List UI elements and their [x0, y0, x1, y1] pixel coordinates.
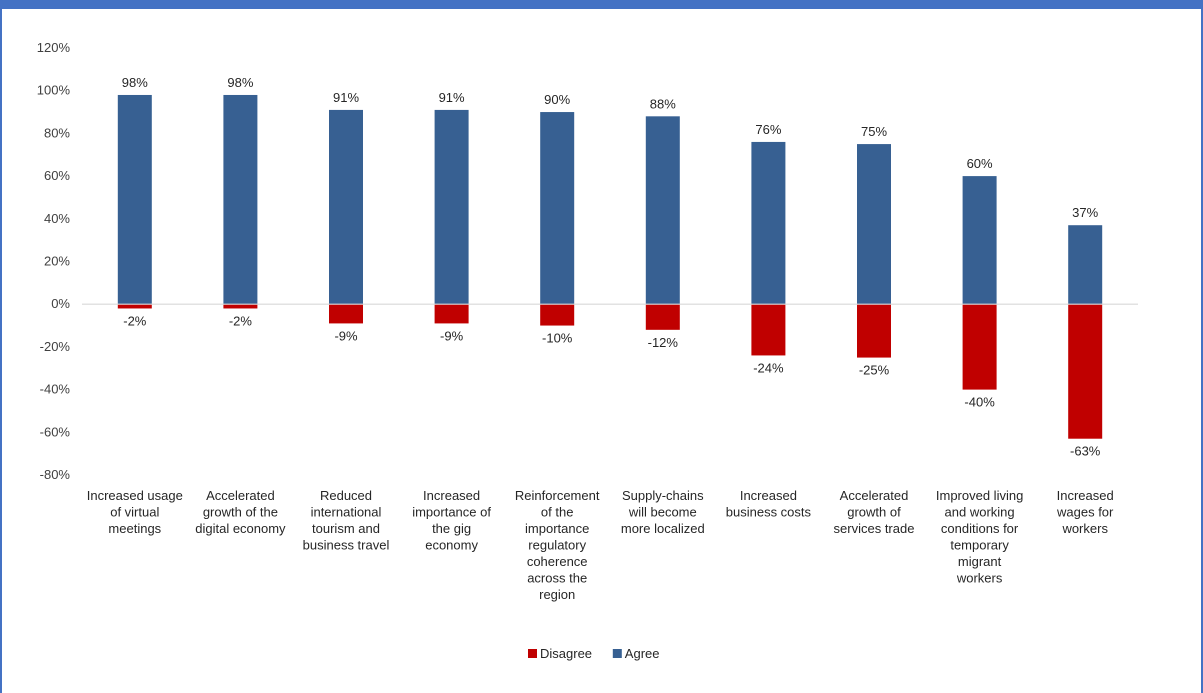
bar-disagree	[223, 304, 258, 309]
y-tick-label: 40%	[44, 211, 70, 226]
y-tick-label: 0%	[51, 296, 70, 311]
y-tick-label: -20%	[40, 339, 71, 354]
data-label-agree: 37%	[1072, 205, 1098, 220]
bar-agree	[751, 141, 786, 305]
category-label: services trade	[834, 521, 915, 536]
data-label-disagree: -25%	[859, 363, 890, 378]
category-label: workers	[1061, 521, 1108, 536]
category-label: business travel	[303, 538, 390, 553]
category-label: business costs	[726, 505, 812, 520]
category-label: Reinforcement	[515, 488, 600, 503]
bar-disagree	[857, 304, 891, 358]
data-label-disagree: -40%	[964, 395, 995, 410]
data-label-disagree: -63%	[1070, 444, 1101, 459]
bar-disagree	[645, 304, 680, 330]
y-tick-label: -60%	[40, 424, 71, 439]
bar-agree	[117, 94, 152, 305]
bar-agree	[540, 112, 575, 305]
bar-disagree	[540, 304, 575, 326]
category-label: the gig	[432, 521, 471, 536]
category-label: international	[311, 505, 382, 520]
data-label-agree: 90%	[544, 92, 570, 107]
data-label-agree: 91%	[333, 90, 359, 105]
category-label: growth of the	[203, 505, 278, 520]
legend-swatch-agree	[612, 649, 622, 658]
y-tick-label: -80%	[40, 467, 71, 482]
category-label: economy	[425, 538, 478, 553]
legend-label-disagree: Disagree	[540, 646, 592, 661]
legend-swatch-disagree	[528, 649, 537, 658]
category-label: more localized	[621, 521, 705, 536]
category-label: and working	[945, 505, 1015, 520]
category-label: Supply-chains	[622, 488, 704, 503]
category-label: Improved living	[936, 488, 1023, 503]
category-label: Increased usage	[87, 488, 183, 503]
category-label: Increased	[740, 488, 797, 503]
data-label-disagree: -9%	[440, 328, 464, 343]
category-label: Accelerated	[840, 488, 909, 503]
category-label: regulatory	[528, 538, 586, 553]
category-label: digital economy	[195, 521, 286, 536]
category-label: Accelerated	[206, 488, 275, 503]
y-tick-label: 60%	[44, 168, 70, 183]
data-label-disagree: -12%	[648, 335, 679, 350]
bar-agree	[962, 176, 997, 305]
bar-disagree	[329, 304, 363, 324]
category-label: importance of	[412, 505, 491, 520]
category-label: migrant	[958, 554, 1002, 569]
category-label: temporary	[950, 538, 1009, 553]
data-label-agree: 88%	[650, 96, 676, 111]
bar-disagree	[117, 304, 152, 309]
category-label: conditions for	[941, 521, 1019, 536]
data-label-disagree: -24%	[753, 360, 784, 375]
category-label: tourism and	[312, 521, 380, 536]
category-label: of virtual	[110, 505, 159, 520]
bar-agree	[329, 109, 363, 305]
bar-agree	[645, 116, 680, 305]
bar-agree	[223, 94, 258, 305]
data-label-agree: 98%	[227, 75, 253, 90]
chart-header-bar	[0, 0, 1203, 9]
category-label: Increased	[423, 488, 480, 503]
y-tick-label: 20%	[44, 254, 70, 269]
category-label: of the	[541, 505, 574, 520]
bar-agree	[857, 144, 891, 305]
category-label: workers	[956, 571, 1003, 586]
y-tick-label: 80%	[44, 125, 70, 140]
y-tick-label: -40%	[40, 382, 71, 397]
bar-disagree	[751, 304, 786, 356]
category-label: across the	[527, 571, 587, 586]
bar-agree	[1068, 225, 1103, 305]
bar-disagree	[434, 304, 469, 324]
category-label: meetings	[108, 521, 161, 536]
data-label-agree: 75%	[861, 124, 887, 139]
data-label-disagree: -9%	[334, 328, 358, 343]
data-label-disagree: -2%	[123, 313, 147, 328]
bar-agree	[434, 109, 469, 305]
category-label: Reduced	[320, 488, 372, 503]
category-label: region	[539, 587, 575, 602]
bar-disagree	[962, 304, 997, 390]
category-label: growth of	[847, 505, 901, 520]
category-label: coherence	[527, 554, 588, 569]
data-label-agree: 91%	[439, 90, 465, 105]
category-label: importance	[525, 521, 589, 536]
y-tick-label: 100%	[37, 83, 71, 98]
data-label-agree: 76%	[755, 122, 781, 137]
legend-label-agree: Agree	[625, 646, 660, 661]
data-label-disagree: -2%	[229, 313, 253, 328]
data-label-agree: 98%	[122, 75, 148, 90]
bar-disagree	[1068, 304, 1103, 439]
category-label: wages for	[1056, 505, 1114, 520]
y-tick-label: 120%	[37, 40, 71, 55]
category-label: Increased	[1057, 488, 1114, 503]
data-label-disagree: -10%	[542, 331, 573, 346]
data-label-agree: 60%	[967, 156, 993, 171]
category-label: will become	[628, 505, 697, 520]
